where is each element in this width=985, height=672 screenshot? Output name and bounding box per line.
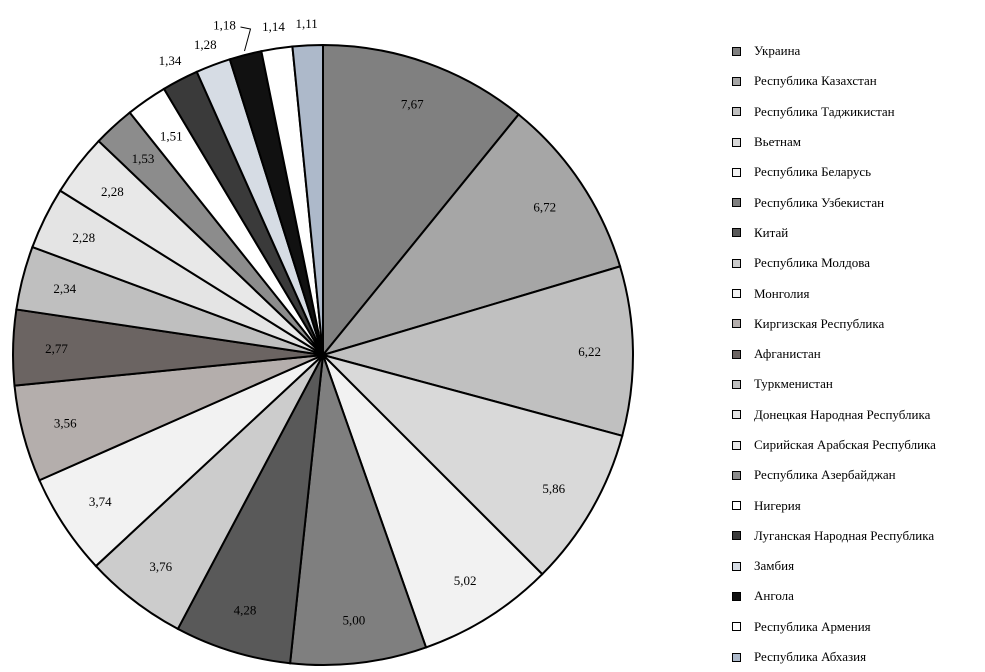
legend-label: Луганская Народная Республика: [754, 527, 935, 543]
slice-value-label: 2,28: [101, 184, 124, 199]
legend-item: Замбия: [732, 551, 936, 581]
legend-label: Афганистан: [754, 346, 821, 362]
slice-value-label: 2,28: [72, 230, 95, 245]
legend-swatch: [732, 349, 741, 359]
legend-item: Республика Беларусь: [732, 157, 936, 187]
legend-label: Замбия: [754, 558, 795, 574]
legend-item: Республика Казахстан: [732, 66, 936, 96]
legend-item: Республика Узбекистан: [732, 187, 936, 217]
legend-item: Нигерия: [732, 490, 936, 520]
pie-slice: [291, 43, 324, 356]
legend-label: Монголия: [754, 285, 810, 301]
legend: Украина Республика Казахстан Республика Та…: [732, 36, 936, 672]
legend-swatch: [732, 289, 741, 299]
legend-swatch: [732, 410, 741, 420]
legend-swatch: [732, 167, 741, 177]
slice-value-label: 1,51: [160, 128, 183, 143]
legend-swatch: [732, 440, 741, 450]
legend-swatch: [732, 561, 741, 571]
slice-value-label: 3,76: [149, 559, 172, 574]
slice-value-label: 6,72: [533, 199, 556, 214]
legend-label: Нигерия: [754, 497, 801, 513]
pie-slice: [319, 265, 634, 438]
legend-item: Республика Молдова: [732, 248, 936, 278]
legend-swatch: [732, 591, 741, 601]
slice-value-label: 2,34: [53, 281, 76, 296]
legend-swatch: [732, 470, 741, 480]
legend-item: Туркменистан: [732, 369, 936, 399]
slice-value-label: 5,02: [454, 573, 477, 588]
legend-swatch: [732, 258, 741, 268]
pie-slice: [322, 43, 520, 358]
legend-item: Донецкая Народная Республика: [732, 400, 936, 430]
pie-slice: [320, 113, 622, 357]
slice-value-label: 7,67: [401, 96, 424, 111]
legend-label: Республика Узбекистан: [754, 194, 885, 210]
legend-swatch: [732, 622, 741, 632]
legend-swatch: [732, 137, 741, 147]
legend-label: Ангола: [754, 588, 794, 604]
legend-item: Монголия: [732, 278, 936, 308]
legend-label: Туркменистан: [754, 376, 833, 392]
legend-swatch: [732, 76, 741, 86]
pie-slice: [322, 354, 544, 649]
legend-item: Афганистан: [732, 339, 936, 369]
slice-value-label: 5,86: [542, 481, 565, 496]
legend-label: Республика Казахстан: [754, 73, 877, 89]
slice-value-label: 1,53: [132, 151, 155, 166]
legend-label: Республика Абхазия: [754, 649, 867, 665]
legend-label: Киргизская Республика: [754, 315, 885, 331]
leader-line: [240, 26, 252, 52]
legend-item: Луганская Народная Республика: [732, 521, 936, 551]
legend-swatch: [732, 319, 741, 329]
legend-swatch: [732, 531, 741, 541]
legend-item: Республика Абхазия: [732, 642, 936, 672]
legend-label: Республика Таджикистан: [754, 103, 895, 119]
slice-value-label: 4,28: [234, 602, 257, 617]
slice-value-label: 1,11: [295, 16, 317, 31]
legend-swatch: [732, 652, 741, 662]
legend-item: Сирийская Арабская Республика: [732, 430, 936, 460]
legend-item: Республика Армения: [732, 612, 936, 642]
slice-value-label: 1,14: [262, 19, 285, 34]
slice-value-label: 1,34: [159, 53, 182, 68]
legend-swatch: [732, 46, 741, 56]
slice-value-label: 5,00: [343, 612, 366, 627]
pie-slice: [319, 353, 624, 576]
pie-slice: [288, 354, 428, 666]
slice-value-label: 1,18: [213, 18, 236, 33]
legend-item: Китай: [732, 218, 936, 248]
legend-swatch: [732, 501, 741, 511]
legend-label: Республика Армения: [754, 618, 871, 634]
legend-label: Китай: [754, 224, 789, 240]
slice-value-label: 3,74: [89, 494, 112, 509]
legend-label: Республика Молдова: [754, 255, 870, 271]
pie-slice: [176, 354, 324, 665]
slice-value-label: 1,28: [194, 37, 217, 52]
legend-item: Республика Азербайджан: [732, 460, 936, 490]
legend-item: Ангола: [732, 581, 936, 611]
legend-item: Вьетнам: [732, 127, 936, 157]
legend-label: Сирийская Арабская Республика: [754, 437, 936, 452]
legend-label: Украина: [754, 43, 801, 59]
legend-swatch: [732, 107, 741, 117]
slice-value-label: 2,77: [45, 341, 68, 356]
legend-item: Украина: [732, 36, 936, 66]
legend-label: Вьетнам: [754, 134, 802, 150]
legend-swatch: [732, 228, 741, 238]
legend-swatch: [732, 379, 741, 389]
legend-item: Киргизская Республика: [732, 309, 936, 339]
legend-swatch: [732, 198, 741, 208]
legend-label: Республика Азербайджан: [754, 467, 896, 483]
slice-value-label: 3,56: [54, 415, 77, 430]
legend-label: Донецкая Народная Республика: [754, 406, 931, 422]
legend-label: Республика Беларусь: [754, 164, 872, 180]
legend-item: Республика Таджикистан: [732, 97, 936, 127]
slice-value-label: 6,22: [578, 344, 601, 359]
